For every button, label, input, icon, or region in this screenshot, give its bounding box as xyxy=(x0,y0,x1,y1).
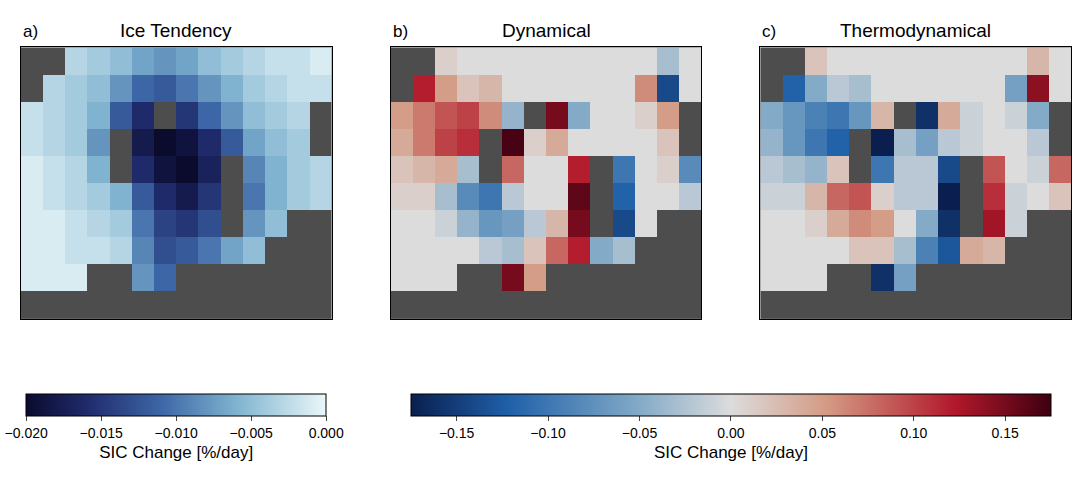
svg-text:0.15: 0.15 xyxy=(992,425,1019,441)
svg-text:c): c) xyxy=(762,22,776,41)
svg-text:SIC Change [%/day]: SIC Change [%/day] xyxy=(654,443,808,462)
svg-text:b): b) xyxy=(393,22,408,41)
svg-text:Thermodynamical: Thermodynamical xyxy=(840,20,991,41)
svg-text:0.00: 0.00 xyxy=(717,425,744,441)
svg-text:0.000: 0.000 xyxy=(309,425,344,441)
svg-text:SIC Change [%/day]: SIC Change [%/day] xyxy=(99,443,253,462)
svg-text:−0.10: −0.10 xyxy=(530,425,566,441)
svg-text:Dynamical: Dynamical xyxy=(502,20,591,41)
svg-text:0.05: 0.05 xyxy=(809,425,836,441)
svg-text:−0.010: −0.010 xyxy=(155,425,198,441)
svg-text:−0.05: −0.05 xyxy=(622,425,658,441)
svg-text:−0.020: −0.020 xyxy=(5,425,48,441)
svg-text:−0.015: −0.015 xyxy=(80,425,123,441)
svg-text:Ice Tendency: Ice Tendency xyxy=(120,20,232,41)
svg-text:a): a) xyxy=(23,22,38,41)
svg-text:0.10: 0.10 xyxy=(900,425,927,441)
svg-text:−0.15: −0.15 xyxy=(439,425,475,441)
svg-text:−0.005: −0.005 xyxy=(230,425,273,441)
